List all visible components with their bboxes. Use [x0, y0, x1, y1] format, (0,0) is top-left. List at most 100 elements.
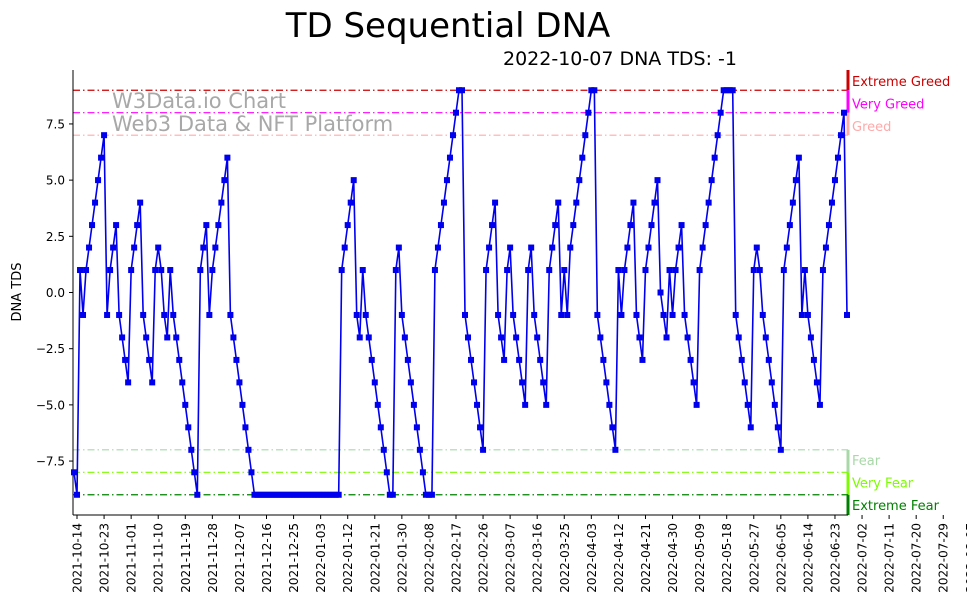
data-point	[200, 244, 207, 251]
data-point	[711, 154, 718, 161]
x-tick-label: 2022-07-11	[883, 523, 897, 593]
data-point	[158, 267, 165, 274]
y-tick-label: −2.5	[36, 342, 65, 356]
data-point	[131, 244, 138, 251]
data-point	[389, 491, 396, 498]
data-point	[816, 401, 823, 408]
data-point	[522, 401, 529, 408]
data-point	[477, 424, 484, 431]
data-point	[257, 491, 264, 498]
data-point	[462, 311, 469, 318]
data-point	[534, 334, 541, 341]
data-point	[350, 177, 357, 184]
data-point	[392, 267, 399, 274]
data-point	[323, 491, 330, 498]
x-ticks: 2021-10-14 2021-10-23 2021-11-01 2021-11-10…	[71, 515, 967, 593]
data-point	[642, 267, 649, 274]
data-point	[410, 401, 417, 408]
level-label-0: Extreme Greed	[852, 75, 950, 90]
data-point	[299, 491, 306, 498]
x-tick-label: 2022-01-21	[368, 523, 382, 593]
data-point	[353, 311, 360, 318]
data-point	[798, 311, 805, 318]
data-point	[756, 267, 763, 274]
data-point	[663, 334, 670, 341]
data-point	[648, 222, 655, 229]
data-point	[443, 177, 450, 184]
x-tick-label: 2022-03-16	[531, 523, 545, 593]
data-point	[465, 334, 472, 341]
data-point	[624, 244, 631, 251]
data-point	[242, 424, 249, 431]
data-point	[320, 491, 327, 498]
data-point	[221, 177, 228, 184]
data-point	[822, 244, 829, 251]
x-tick-label: 2022-01-30	[395, 523, 409, 593]
data-point	[374, 401, 381, 408]
data-point	[702, 222, 709, 229]
data-point	[287, 491, 294, 498]
x-tick-label: 2022-08-07	[964, 523, 967, 593]
x-tick-label: 2021-12-25	[287, 523, 301, 593]
data-point	[804, 311, 811, 318]
data-point	[104, 311, 111, 318]
data-point	[368, 356, 375, 363]
level-label-2: Greed	[852, 120, 891, 135]
x-tick-label: 2022-05-18	[720, 523, 734, 593]
x-tick-label: 2021-11-10	[152, 523, 166, 593]
x-tick-label: 2022-06-23	[828, 523, 842, 593]
data-point	[80, 311, 87, 318]
data-point	[726, 87, 733, 94]
data-point	[386, 491, 393, 498]
data-point	[125, 379, 132, 386]
data-point	[95, 177, 102, 184]
data-point	[585, 109, 592, 116]
data-point	[197, 267, 204, 274]
x-tick-label: 2022-07-02	[856, 523, 870, 593]
series-group	[71, 87, 850, 498]
data-point	[513, 334, 520, 341]
x-tick-label: 2022-06-14	[801, 523, 815, 593]
x-tick-label: 2021-10-23	[98, 523, 112, 593]
data-point	[89, 222, 96, 229]
data-point	[612, 446, 619, 453]
data-point	[732, 311, 739, 318]
data-point	[128, 267, 135, 274]
data-point	[455, 87, 462, 94]
y-tick-label: −7.5	[36, 455, 65, 469]
data-point	[188, 446, 195, 453]
data-point	[669, 311, 676, 318]
data-point	[452, 109, 459, 116]
data-point	[179, 379, 186, 386]
x-tick-label: 2022-01-12	[341, 523, 355, 593]
data-point	[215, 222, 222, 229]
data-point	[519, 379, 526, 386]
data-point	[212, 244, 219, 251]
data-point	[155, 244, 162, 251]
y-tick-label: 2.5	[46, 230, 65, 244]
data-point	[218, 199, 225, 206]
data-point	[741, 379, 748, 386]
data-point	[185, 424, 192, 431]
data-point	[621, 267, 628, 274]
level-labels: Extreme Greed Very Greed Greed Fear Very Fea…	[852, 75, 950, 514]
data-point	[176, 356, 183, 363]
data-point	[419, 469, 426, 476]
data-point	[651, 199, 658, 206]
x-tick-label: 2021-12-07	[233, 523, 247, 593]
data-point	[77, 267, 84, 274]
data-point	[780, 267, 787, 274]
data-point	[564, 311, 571, 318]
data-point	[844, 311, 850, 318]
level-label-1: Very Greed	[852, 98, 924, 113]
data-point	[152, 267, 159, 274]
data-point	[143, 334, 150, 341]
data-point	[594, 311, 601, 318]
data-point	[492, 199, 499, 206]
data-point	[254, 491, 261, 498]
data-point	[501, 356, 508, 363]
data-point	[86, 244, 93, 251]
data-point	[588, 87, 595, 94]
data-point	[422, 491, 429, 498]
x-tick-label: 2022-07-20	[910, 523, 924, 593]
